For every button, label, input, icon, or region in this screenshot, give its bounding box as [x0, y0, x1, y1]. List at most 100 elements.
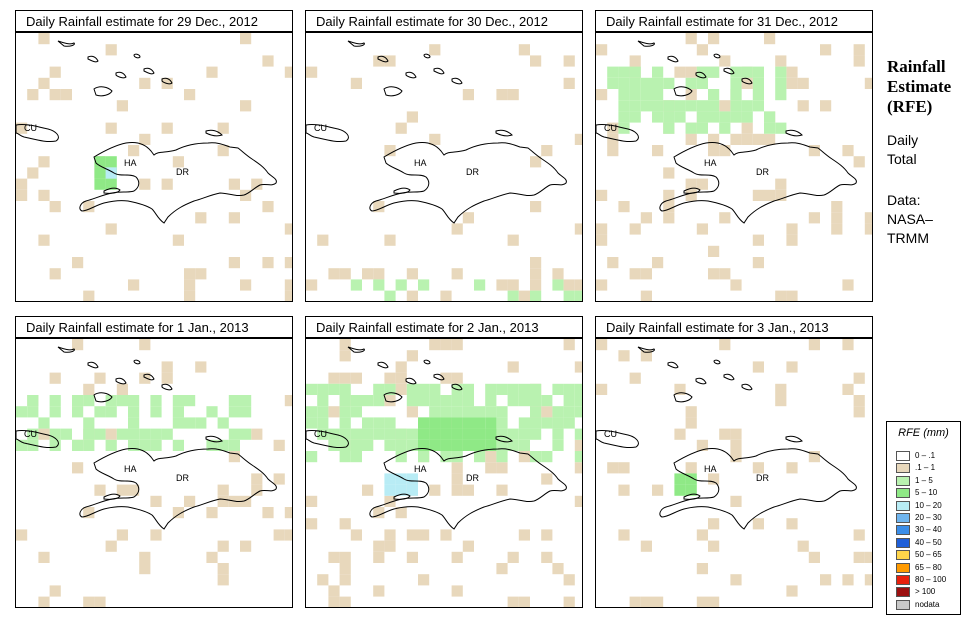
rainfall-cell: [150, 439, 162, 451]
island-outline: [205, 435, 223, 443]
island-outline: [667, 55, 679, 63]
rainfall-cell: [150, 529, 162, 541]
rainfall-cell: [339, 551, 351, 563]
rainfall-cell: [607, 77, 619, 89]
rainfall-cell: [530, 268, 542, 280]
rainfall-cell: [38, 189, 50, 201]
rainfall-cell: [240, 428, 252, 440]
rainfall-cell: [384, 439, 396, 451]
rainfall-cell: [696, 563, 708, 575]
rainfall-cell: [195, 361, 207, 373]
rainfall-map: CU HA DR: [305, 32, 583, 302]
rainfall-cell: [273, 473, 285, 485]
rainfall-cell: [574, 395, 582, 407]
rainfall-cell: [339, 574, 351, 586]
rainfall-cell: [395, 428, 407, 440]
rainfall-cell: [596, 223, 608, 235]
rainfall-cell: [406, 473, 418, 485]
rainfall-cell: [730, 66, 742, 78]
rainfall-cell: [306, 279, 318, 291]
island-outline: [423, 359, 431, 365]
cuba-coastline: [16, 430, 59, 448]
legend-label: 10 – 20: [915, 500, 942, 510]
rainfall-cell: [552, 563, 564, 575]
rainfall-cell: [184, 290, 196, 301]
rainfall-cell: [764, 133, 776, 145]
rainfall-cell: [38, 33, 50, 45]
rainfall-cell: [752, 77, 764, 89]
rainfall-cell: [284, 257, 292, 269]
rainfall-cell: [752, 361, 764, 373]
island-outline: [741, 383, 753, 391]
island-outline: [695, 71, 707, 79]
rainfall-cell: [674, 428, 686, 440]
rainfall-cell: [607, 462, 619, 474]
rainfall-cell: [451, 395, 463, 407]
rainfall-cell: [105, 428, 117, 440]
legend-label: .1 – 1: [915, 463, 936, 473]
rainfall-cell: [663, 167, 675, 179]
rainfall-cell: [775, 395, 787, 407]
rainfall-cell: [350, 77, 362, 89]
rainfall-cell: [72, 339, 84, 351]
rainfall-cell: [362, 428, 374, 440]
rainfall-cell: [685, 189, 697, 201]
rainfall-cell: [83, 507, 95, 519]
rainfall-cell: [685, 66, 697, 78]
legend: RFE (mm) 0 – .1 .1 – 1 1 – 5 5 – 10 10 – 20 2…: [886, 421, 961, 615]
island-outline: [713, 359, 721, 365]
rainfall-cell: [730, 89, 742, 101]
rainfall-cell: [306, 518, 318, 530]
rainfall-cell: [451, 428, 463, 440]
rainfall-cell: [764, 189, 776, 201]
rainfall-cell: [719, 122, 731, 134]
rainfall-cell: [451, 484, 463, 496]
rainfall-cell: [864, 574, 872, 586]
rainfall-cell: [105, 406, 117, 418]
side-nasa: NASA–: [887, 211, 933, 227]
rainfall-cell: [418, 574, 430, 586]
rainfall-cell: [206, 439, 218, 451]
rainfall-cell: [451, 339, 463, 351]
label-cu: CU: [24, 123, 37, 133]
rainfall-cell: [339, 339, 351, 351]
rainfall-cell: [752, 100, 764, 112]
label-dr: DR: [756, 473, 769, 483]
island-outline: [93, 86, 113, 97]
rainfall-cell: [507, 383, 519, 395]
rainfall-cell: [94, 484, 106, 496]
rainfall-cell: [128, 428, 140, 440]
rainfall-cell: [696, 44, 708, 56]
rainfall-cell: [775, 290, 787, 301]
rainfall-cell: [530, 257, 542, 269]
rainfall-cell: [172, 417, 184, 429]
rainfall-cell: [339, 596, 351, 607]
rainfall-cell: [629, 372, 641, 384]
rainfall-cell: [451, 462, 463, 474]
rainfall-cell: [94, 428, 106, 440]
rainfall-cell: [451, 473, 463, 485]
rainfall-cell: [328, 585, 340, 597]
rainfall-cell: [640, 100, 652, 112]
rainfall-cell: [574, 279, 582, 291]
rainfall-cell: [384, 540, 396, 552]
legend-label: 30 – 40: [915, 525, 942, 535]
label-cu: CU: [24, 429, 37, 439]
rainfall-cell: [831, 201, 843, 213]
rainfall-cell: [730, 428, 742, 440]
rainfall-cell: [406, 529, 418, 541]
rainfall-cell: [696, 178, 708, 190]
rainfall-cell: [38, 551, 50, 563]
rainfall-cell: [563, 383, 575, 395]
rainfall-cell: [685, 178, 697, 190]
rainfall-cell: [541, 145, 553, 157]
label-cu: CU: [604, 429, 617, 439]
rainfall-cell: [418, 417, 430, 429]
rainfall-cell: [674, 473, 686, 485]
island-outline: [87, 55, 99, 63]
rainfall-cell: [451, 406, 463, 418]
rainfall-cell: [16, 178, 28, 190]
rainfall-cell: [440, 439, 452, 451]
legend-label: 20 – 30: [915, 513, 942, 522]
rainfall-cell: [696, 66, 708, 78]
